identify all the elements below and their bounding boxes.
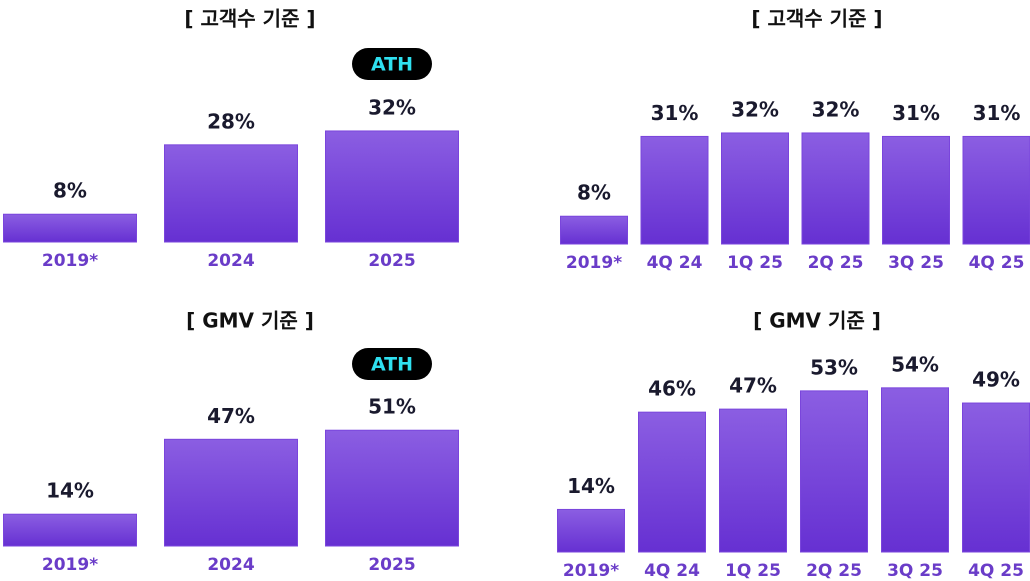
bar xyxy=(882,135,950,245)
bar xyxy=(962,402,1030,553)
bar xyxy=(164,438,298,547)
bar xyxy=(325,130,459,243)
bar xyxy=(801,132,870,245)
x-tick-label: 1Q 25 xyxy=(727,253,783,273)
chart-title: [ 고객수 기준 ] xyxy=(751,7,882,31)
annotation: ATH xyxy=(371,354,413,376)
x-tick-label: 2019* xyxy=(566,253,622,273)
bar xyxy=(640,135,709,245)
value-label: 32% xyxy=(731,97,779,121)
x-tick-label: 2Q 25 xyxy=(806,561,862,581)
bar xyxy=(962,135,1030,245)
bar xyxy=(164,144,298,243)
bar xyxy=(638,411,706,553)
value-label: 47% xyxy=(207,404,255,428)
value-label: 14% xyxy=(46,479,94,503)
value-label: 32% xyxy=(368,95,416,119)
bar xyxy=(3,213,137,243)
value-label: 8% xyxy=(53,179,87,203)
x-tick-label: 3Q 25 xyxy=(888,253,944,273)
value-label: 8% xyxy=(577,181,611,205)
chart-title: [ GMV 기준 ] xyxy=(753,309,881,333)
x-tick-label: 4Q 25 xyxy=(968,561,1024,581)
x-tick-label: 2Q 25 xyxy=(808,253,864,273)
value-label: 49% xyxy=(972,368,1020,392)
x-tick-label: 4Q 24 xyxy=(644,561,700,581)
x-tick-label: 4Q 25 xyxy=(969,253,1025,273)
x-tick-label: 1Q 25 xyxy=(725,561,781,581)
x-tick-label: 2025 xyxy=(368,251,415,271)
annotation-badge xyxy=(352,348,432,380)
value-label: 46% xyxy=(648,377,696,401)
bar xyxy=(557,508,625,553)
value-label: 53% xyxy=(810,355,858,379)
bar xyxy=(881,387,949,553)
bar xyxy=(719,408,787,553)
chart-title: [ 고객수 기준 ] xyxy=(184,7,315,31)
x-tick-label: 2025 xyxy=(368,555,415,575)
x-tick-label: 2019* xyxy=(42,555,98,575)
value-label: 47% xyxy=(729,374,777,398)
bar xyxy=(721,132,789,245)
bar xyxy=(3,513,137,547)
bar xyxy=(325,429,459,547)
x-tick-label: 2024 xyxy=(207,555,254,575)
value-label: 14% xyxy=(567,474,615,498)
value-label: 32% xyxy=(812,97,860,121)
x-tick-label: 2019* xyxy=(42,251,98,271)
value-label: 28% xyxy=(207,109,255,133)
x-tick-label: 2024 xyxy=(207,251,254,271)
x-tick-label: 2019* xyxy=(563,561,619,581)
annotation: ATH xyxy=(371,54,413,76)
value-label: 51% xyxy=(368,395,416,419)
bar xyxy=(560,215,628,245)
value-label: 54% xyxy=(891,352,939,376)
x-tick-label: 3Q 25 xyxy=(887,561,943,581)
x-tick-label: 4Q 24 xyxy=(647,253,703,273)
value-label: 31% xyxy=(651,101,699,125)
annotation-badge xyxy=(352,48,432,80)
bar xyxy=(800,390,868,553)
chart-title: [ GMV 기준 ] xyxy=(186,309,314,333)
value-label: 31% xyxy=(973,101,1021,125)
value-label: 31% xyxy=(892,101,940,125)
